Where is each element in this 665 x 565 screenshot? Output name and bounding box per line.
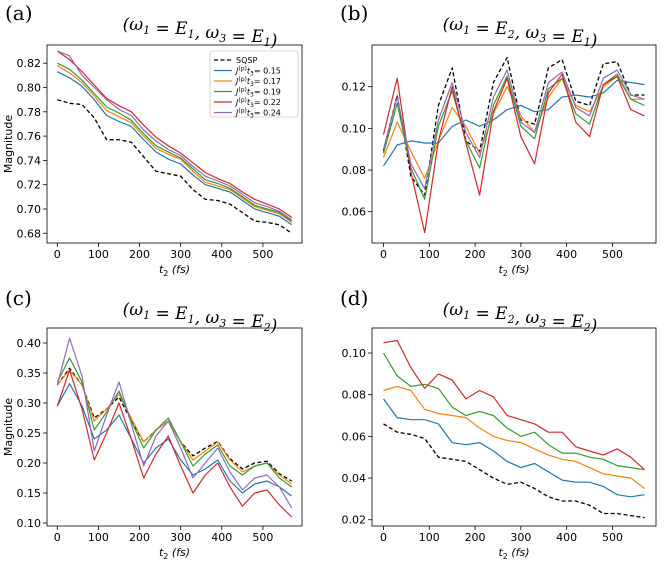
- panel-title-2: (ω1 = E1, ω3 = E2): [123, 300, 278, 336]
- legend-entry: J(p)t3= 0.17: [234, 76, 281, 88]
- series-line-0-24: [382, 69, 645, 190]
- panel-d: (d) (ω1 = E2, ω3 = E2) 0 100 200 300 400 500 0.0…: [340, 286, 657, 561]
- y-tick-label: 0.15: [17, 487, 42, 500]
- series-line-0-15: [382, 79, 645, 167]
- y-tick-label: 0.35: [17, 367, 42, 380]
- y-tick-label: 0.06: [342, 430, 367, 443]
- y-tick-label: 0.25: [17, 427, 42, 440]
- series-line-0-17: [56, 369, 293, 485]
- x-tick-label: 100: [419, 531, 440, 544]
- series-line-0-15: [57, 71, 293, 226]
- y-tick-label: 0.76: [17, 130, 42, 143]
- panel-title-1: (ω1 = E2, ω3 = E1): [443, 15, 598, 51]
- x-tick-label: 500: [252, 531, 273, 544]
- panel-label: (c): [5, 286, 32, 310]
- series-line-0-24: [57, 50, 293, 221]
- x-tick-label: 100: [88, 531, 109, 544]
- panel-label: (b): [340, 1, 368, 25]
- x-axis-label: t2 (fs): [498, 263, 529, 278]
- y-tick-label: 0.72: [17, 179, 42, 192]
- legend-frame: [209, 50, 299, 118]
- legend-entry: J(p)t3= 0.19: [234, 87, 281, 99]
- panel-c: (c) (ω1 = E1, ω3 = E2) 0 100 200 300 400 500 0.1…: [2, 286, 303, 561]
- y-tick-label: 0.08: [342, 164, 367, 177]
- x-tick-label: 400: [211, 248, 232, 261]
- y-tick-label: 0.40: [17, 337, 42, 350]
- series-line-0-24: [56, 337, 293, 509]
- y-tick-label: 0.12: [342, 81, 367, 94]
- x-axis-label: t2 (fs): [159, 263, 190, 278]
- x-axis-label: t2 (fs): [498, 546, 529, 561]
- panel-label: (d): [340, 286, 368, 310]
- x-tick-label: 500: [602, 248, 623, 261]
- x-tick-label: 0: [54, 531, 61, 544]
- x-tick-label: 200: [465, 531, 486, 544]
- x-axis-label: t2 (fs): [159, 546, 190, 561]
- x-tick-label: 200: [129, 248, 150, 261]
- y-tick-label: 0.80: [17, 82, 42, 95]
- x-tick-label: 0: [380, 248, 387, 261]
- x-tick-label: 100: [88, 248, 109, 261]
- series-line-0-19: [382, 352, 645, 471]
- series-line-sqsp: [383, 423, 645, 519]
- series-line-0-19: [57, 62, 293, 222]
- y-tick-label: 0.02: [342, 514, 367, 527]
- x-tick-label: 300: [170, 531, 191, 544]
- legend-entry: J(p)t3= 0.15: [234, 66, 281, 78]
- x-tick-label: 300: [170, 248, 191, 261]
- y-tick-label: 0.68: [17, 227, 42, 240]
- x-tick-label: 400: [556, 531, 577, 544]
- panel-b: (b) (ω1 = E2, ω3 = E1) 0 100 200 300 400 500 0.0…: [340, 1, 657, 278]
- y-tick-label: 0.06: [342, 206, 367, 219]
- legend-entry: SQSP: [236, 56, 257, 65]
- x-tick-label: 300: [510, 531, 531, 544]
- y-tick-label: 0.70: [17, 203, 42, 216]
- x-tick-label: 400: [211, 531, 232, 544]
- series-line-0-17: [383, 385, 645, 489]
- series-line-0-22: [382, 73, 645, 234]
- axes-frame: [371, 327, 657, 527]
- series-line-0-19: [382, 73, 645, 200]
- y-tick-label: 0.10: [342, 122, 367, 135]
- x-tick-label: 200: [129, 531, 150, 544]
- legend-entry: J(p)t3= 0.22: [234, 97, 281, 109]
- y-tick-label: 0.04: [342, 472, 367, 485]
- x-tick-label: 0: [54, 248, 61, 261]
- series-line-sqsp: [57, 99, 293, 234]
- y-tick-label: 0.82: [17, 57, 42, 70]
- y-tick-label: 0.08: [342, 389, 367, 402]
- y-tick-label: 0.30: [17, 397, 42, 410]
- axes-frame: [46, 44, 303, 244]
- y-tick-label: 0.20: [17, 457, 42, 470]
- y-axis-label: Magnitude: [2, 115, 15, 174]
- x-tick-label: 400: [556, 248, 577, 261]
- panel-title-3: (ω1 = E2, ω3 = E2): [443, 300, 598, 336]
- x-tick-label: 500: [602, 531, 623, 544]
- x-tick-label: 300: [510, 248, 531, 261]
- x-tick-label: 0: [380, 531, 387, 544]
- y-tick-label: 0.10: [342, 347, 367, 360]
- axes-frame: [371, 44, 657, 244]
- series-line-0-15: [383, 398, 645, 498]
- x-tick-label: 200: [465, 248, 486, 261]
- series-line-0-19: [56, 357, 293, 488]
- panel-title-0: (ω1 = E1, ω3 = E1): [123, 15, 278, 51]
- panel-label: (a): [5, 1, 33, 25]
- y-axis-label: Magnitude: [2, 398, 15, 457]
- legend-entry: J(p)t3= 0.24: [234, 108, 281, 120]
- series-line-0-17: [56, 65, 293, 223]
- x-tick-label: 500: [252, 248, 273, 261]
- axes-frame: [46, 327, 303, 527]
- series-line-0-22: [383, 339, 645, 471]
- series-line-0-22: [56, 369, 293, 518]
- y-tick-label: 0.74: [17, 154, 42, 167]
- panel-a: (a) (ω1 = E1, ω3 = E1) 0 100 200 300 400 500 0.6…: [2, 1, 303, 278]
- y-tick-label: 0.10: [17, 517, 42, 530]
- y-tick-label: 0.78: [17, 106, 42, 119]
- series-line-0-22: [56, 50, 293, 218]
- x-tick-label: 100: [419, 248, 440, 261]
